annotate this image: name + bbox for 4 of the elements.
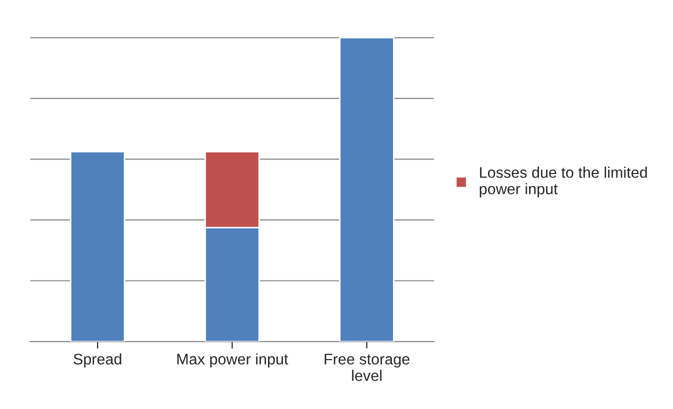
legend-label: Losses due to the limited power input: [480, 166, 647, 198]
x-tick-label: Max power input: [177, 353, 288, 368]
x-tick-label: Spread: [74, 353, 122, 368]
x-tick-label: Free storage level: [324, 354, 410, 381]
